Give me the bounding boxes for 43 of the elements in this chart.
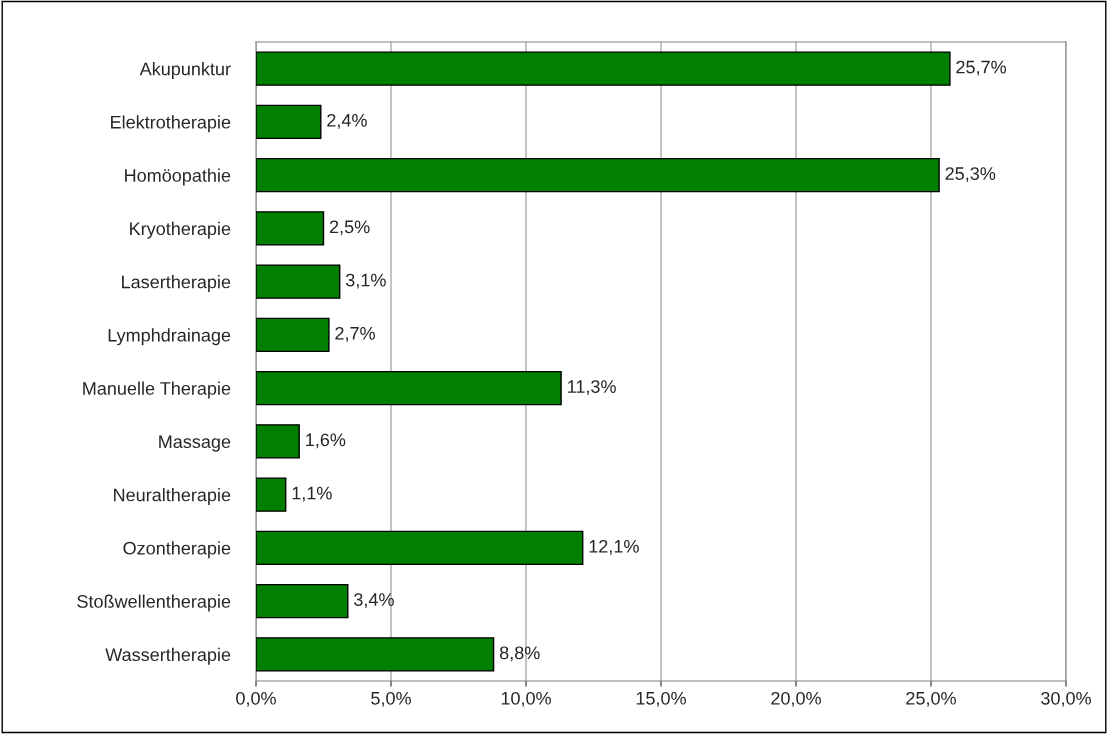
bar — [256, 211, 325, 246]
data-label: 25,3% — [945, 167, 996, 183]
bar — [256, 264, 341, 299]
data-label: 12,1% — [589, 539, 639, 555]
y-tick-label: Ozontherapie — [123, 541, 231, 559]
y-tick-label: Manuelle Therapie — [83, 381, 231, 399]
x-tick-label: 10,0% — [501, 691, 551, 707]
data-label: 25,7% — [956, 60, 1007, 76]
bar — [256, 157, 940, 193]
y-tick-label: Neuraltherapie — [114, 488, 231, 505]
bar — [256, 104, 322, 140]
bar — [256, 583, 349, 619]
y-tick-label: Stoßwellentherapie — [77, 594, 231, 612]
data-label: 8,8% — [499, 646, 540, 662]
bar — [256, 317, 330, 353]
y-tick-label: Lasertherapie — [122, 275, 231, 292]
data-label: 11,3% — [568, 380, 616, 396]
y-tick-label: Wassertherapie — [105, 647, 231, 665]
y-tick-label: Homöopathie — [125, 168, 231, 186]
bar — [256, 370, 562, 406]
data-label: 3,1% — [345, 273, 386, 289]
y-tick-label: Akupunktur — [139, 62, 231, 79]
data-label: 2,7% — [335, 326, 375, 342]
y-tick-label: Elektrotherapie — [111, 115, 231, 133]
bar — [256, 424, 300, 459]
data-label: 2,4% — [327, 113, 367, 129]
x-tick-label: 30,0% — [1041, 691, 1091, 707]
x-tick-label: 0,0% — [236, 691, 276, 707]
data-label: 3,4% — [354, 593, 394, 609]
bar — [256, 477, 287, 512]
y-tick-label: Kryotherapie — [130, 221, 231, 239]
data-label: 1,1% — [292, 486, 332, 502]
y-tick-label: Massage — [159, 435, 231, 452]
y-tick-label: Lymphdrainage — [108, 328, 231, 346]
data-label: 2,5% — [329, 220, 370, 236]
x-tick-label: 20,0% — [771, 691, 821, 707]
x-tick-label: 5,0% — [371, 691, 411, 707]
bar — [256, 530, 584, 566]
bar — [256, 637, 495, 672]
bar — [256, 51, 951, 86]
x-tick-label: 25,0% — [906, 691, 956, 707]
data-label: 1,6% — [306, 433, 346, 449]
x-tick-label: 15,0% — [636, 691, 686, 707]
